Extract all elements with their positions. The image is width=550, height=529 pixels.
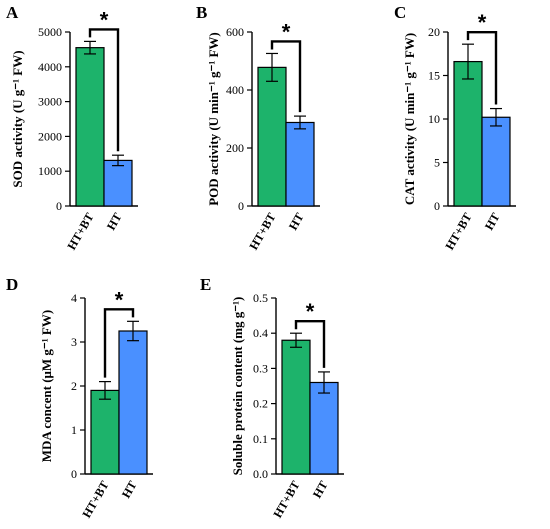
significance-bracket: [103, 308, 135, 378]
panel-letter: A: [6, 3, 19, 22]
bar-ht-bt: [281, 339, 311, 475]
significance-bracket: [88, 28, 120, 152]
y-axis-label: SOD activity (U g⁻¹ FW): [10, 50, 25, 187]
panel-letter: E: [200, 275, 211, 294]
significance-bracket: [294, 320, 326, 368]
bar-ht: [103, 159, 133, 207]
significance-bracket: [270, 40, 302, 113]
panel-letter: D: [6, 275, 18, 294]
bar-ht: [285, 121, 315, 207]
y-tick-label: 0: [238, 199, 244, 213]
y-tick-label: 2: [71, 379, 77, 393]
y-tick-label: 0.3: [253, 361, 268, 375]
bar-ht: [309, 381, 339, 475]
chart-panel-d: D 0 1 2 3 4 MDA concent (μM g⁻¹ FW) HT+BT HT *: [6, 275, 153, 520]
y-tick-label: 5: [434, 156, 440, 170]
y-tick-label: 400: [226, 83, 244, 97]
y-tick-label: 200: [226, 141, 244, 155]
panel-letter: B: [196, 3, 207, 22]
chart-panel-b: B 0 200 400 600 POD activity (U min⁻¹ g⁻¹ FW)…: [196, 3, 320, 252]
significance-marker: *: [282, 19, 291, 44]
y-tick-label: 600: [226, 25, 244, 39]
y-tick-label: 1: [71, 423, 77, 437]
significance-marker: *: [115, 287, 124, 312]
y-tick-label: 15: [428, 69, 440, 83]
bar-ht: [481, 116, 511, 207]
x-category-label: HT: [482, 211, 503, 233]
y-axis-label: CAT activity (U min⁻¹ g⁻¹ FW): [402, 33, 417, 205]
y-tick-label: 3000: [38, 95, 62, 109]
y-tick-label: 0.1: [253, 432, 268, 446]
x-category-label: HT: [286, 211, 307, 233]
y-axis-label: Soluble protein content (mg g⁻¹): [230, 297, 245, 476]
bar-ht: [118, 330, 148, 475]
x-category-label: HT: [310, 479, 331, 501]
x-category-label: HT: [119, 479, 140, 501]
chart-panel-c: C 0 5 10 15 20 CAT activity (U min⁻¹ g⁻¹ FW) HT…: [394, 3, 516, 252]
bar-ht-bt: [453, 60, 483, 207]
bar-ht-bt: [90, 389, 120, 475]
y-tick-label: 0.5: [253, 291, 268, 305]
y-tick-label: 3: [71, 335, 77, 349]
y-tick-label: 4000: [38, 60, 62, 74]
y-tick-label: 0.4: [253, 326, 268, 340]
chart-panel-a: A 0 1000 2000 3000 4000 5000 SOD activity (U g⁻…: [6, 3, 138, 252]
y-tick-label: 4: [71, 291, 77, 305]
chart-panel-e: E 0.0 0.1 0.2 0.3 0.4 0.5 Soluble protein conte…: [200, 275, 344, 520]
significance-marker: *: [478, 10, 487, 35]
significance-bracket: [466, 30, 498, 105]
x-category-label: HT: [104, 211, 125, 233]
x-category-label: HT+BT: [64, 211, 96, 253]
y-tick-label: 10: [428, 112, 440, 126]
y-tick-label: 0: [56, 199, 62, 213]
y-tick-label: 20: [428, 25, 440, 39]
y-tick-label: 2000: [38, 129, 62, 143]
x-category-label: HT+BT: [246, 211, 278, 253]
x-category-label: HT+BT: [442, 211, 474, 253]
y-tick-label: 0.0: [253, 467, 268, 481]
y-tick-label: 0.2: [253, 397, 268, 411]
x-category-label: HT+BT: [79, 479, 111, 521]
bar-ht-bt: [75, 47, 105, 207]
y-tick-label: 0: [71, 467, 77, 481]
y-tick-label: 0: [434, 199, 440, 213]
y-axis-label: MDA concent (μM g⁻¹ FW): [39, 310, 54, 462]
panel-letter: C: [394, 3, 406, 22]
significance-marker: *: [306, 299, 315, 324]
y-axis-label: POD activity (U min⁻¹ g⁻¹ FW): [206, 32, 221, 206]
x-category-label: HT+BT: [270, 479, 302, 521]
y-tick-label: 5000: [38, 25, 62, 39]
significance-marker: *: [100, 7, 109, 32]
y-tick-label: 1000: [38, 164, 62, 178]
bar-ht-bt: [257, 66, 287, 207]
